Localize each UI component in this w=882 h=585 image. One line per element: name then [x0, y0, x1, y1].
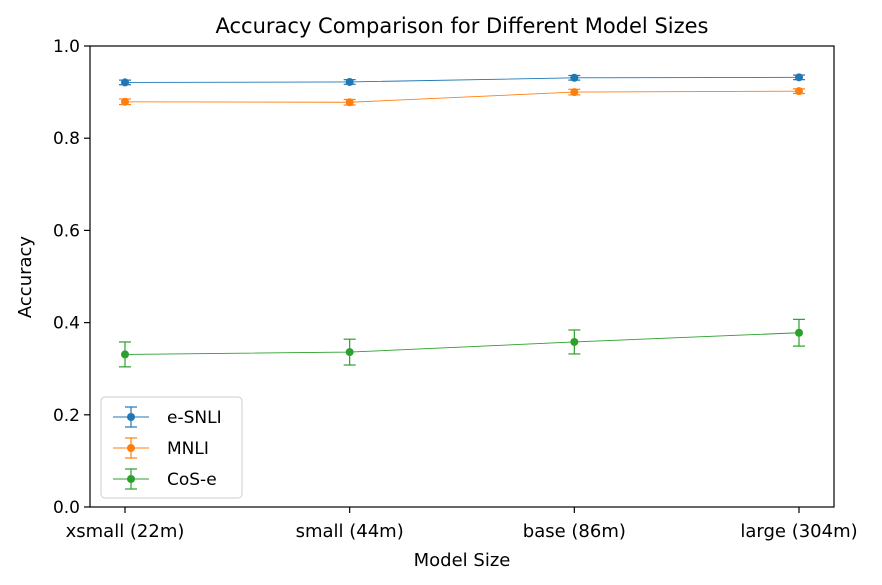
x-tick-label: xsmall (22m)	[66, 521, 185, 542]
legend-label: e-SNLI	[167, 408, 222, 428]
legend-marker	[127, 413, 135, 421]
series-line	[124, 76, 800, 83]
y-tick-label: 0.4	[53, 314, 80, 334]
chart-title: Accuracy Comparison for Different Model …	[216, 14, 709, 38]
data-point	[345, 98, 354, 107]
x-axis: xsmall (22m) small (44m) base (86m) large (…	[66, 507, 858, 542]
x-axis-label: Model Size	[414, 550, 511, 571]
legend-label: CoS-e	[167, 470, 217, 490]
data-point	[345, 77, 354, 86]
data-point	[121, 97, 129, 106]
plot-frame	[89, 45, 835, 508]
data-point	[795, 87, 803, 96]
series-layer	[119, 73, 805, 368]
legend-label: MNLI	[167, 439, 209, 459]
legend-box	[100, 396, 243, 499]
y-axis-label: Accuracy	[15, 236, 36, 319]
series-e-snli	[119, 73, 805, 87]
data-point	[121, 350, 129, 359]
data-point	[345, 348, 354, 357]
legend-marker	[127, 444, 135, 452]
data-point	[121, 78, 129, 87]
data-point	[795, 328, 803, 337]
data-point	[570, 88, 579, 97]
series-line	[124, 332, 800, 355]
legend-marker	[127, 475, 135, 483]
y-tick-label: 0.2	[53, 406, 80, 426]
data-point	[570, 337, 579, 346]
legend: e-SNLI MNLI CoS-e	[100, 396, 243, 499]
y-tick-label: 0.6	[53, 221, 80, 241]
y-axis: 0.0 0.2 0.4 0.6 0.8 1.0	[53, 37, 90, 518]
series-cos-e	[119, 318, 805, 368]
y-tick-label: 1.0	[53, 37, 80, 57]
data-point	[570, 73, 579, 82]
y-tick-label: 0.0	[53, 498, 80, 518]
x-tick-label: base (86m)	[523, 521, 626, 542]
series-mnli	[119, 87, 805, 107]
data-point	[795, 73, 803, 82]
y-tick-label: 0.8	[53, 129, 80, 149]
x-tick-label: small (44m)	[296, 521, 404, 542]
series-line	[124, 90, 800, 103]
x-tick-label: large (304m)	[740, 521, 857, 542]
